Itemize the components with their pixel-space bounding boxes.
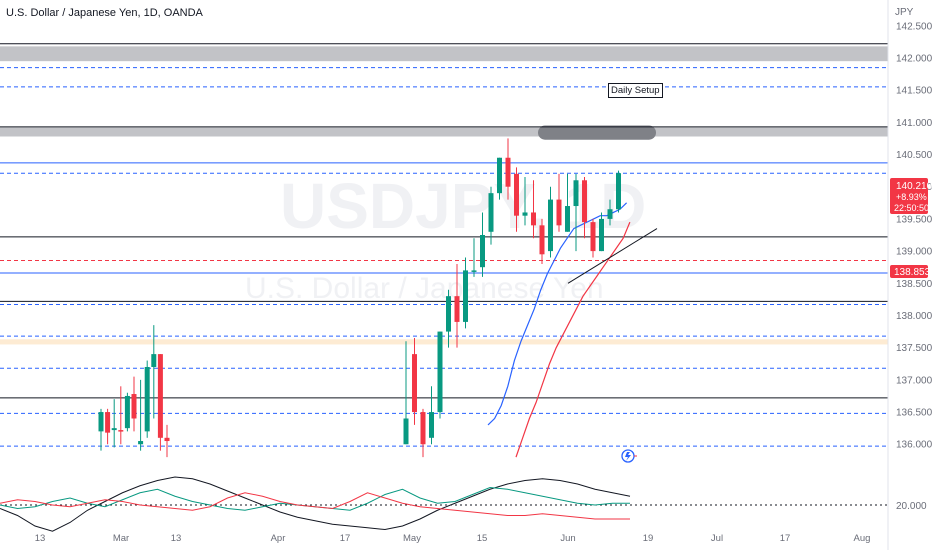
zone-2 xyxy=(0,339,888,345)
price-tick-0: 136.000 xyxy=(896,440,932,451)
price-tick-1: 136.500 xyxy=(896,408,932,419)
change-label: +8.93% xyxy=(896,192,927,202)
marked-level-label: 138.853 xyxy=(894,267,931,278)
moving-averages xyxy=(487,202,631,458)
price-tick-7: 139.500 xyxy=(896,214,932,225)
candle-body-1 xyxy=(105,412,111,433)
candle-body-2 xyxy=(111,428,117,431)
candle-body-19 xyxy=(471,270,477,272)
candle-body-15 xyxy=(437,331,443,413)
candle-body-35 xyxy=(607,209,613,219)
candle-body-22 xyxy=(497,157,502,194)
zones xyxy=(0,46,888,345)
candle-body-6 xyxy=(138,441,144,445)
price-tick-10: 141.000 xyxy=(896,118,932,129)
time-tick-3: Apr xyxy=(271,533,286,544)
candle-body-30 xyxy=(565,206,570,232)
price-tick-12: 142.000 xyxy=(896,53,932,64)
osc-line-2 xyxy=(0,492,630,520)
highlight-block xyxy=(538,125,656,140)
candle-body-27 xyxy=(539,225,545,255)
last-price-badge xyxy=(890,178,928,214)
last-price-label: 140.210 xyxy=(896,181,932,192)
ma-fast-line xyxy=(487,202,628,426)
candle-body-18 xyxy=(463,270,468,322)
osc-line-0 xyxy=(0,476,631,532)
time-axis[interactable]: 13 Mar 13 Apr 17 May 15 Jun 19 Jul 17 Aug xyxy=(35,533,871,544)
time-tick-1: Mar xyxy=(113,533,129,544)
price-tick-9: 140.500 xyxy=(896,150,932,161)
price-tick-4: 138.000 xyxy=(896,311,932,322)
candles xyxy=(98,138,621,458)
candle-body-34 xyxy=(599,218,604,252)
candle-body-20 xyxy=(480,235,485,268)
candle-body-23 xyxy=(505,157,511,187)
time-tick-5: May xyxy=(403,533,421,544)
oscillator-pane xyxy=(0,476,888,532)
candle-body-21 xyxy=(488,193,494,232)
candle-body-25 xyxy=(522,212,528,216)
candle-body-11 xyxy=(403,418,409,445)
candle-body-16 xyxy=(446,296,451,332)
price-badges: 140.210 +8.93% 22:50:50 138.853 20.000 xyxy=(890,178,932,512)
daily-setup-annotation[interactable]: Daily Setup xyxy=(608,83,663,98)
candle-body-9 xyxy=(157,354,163,438)
candle-body-17 xyxy=(454,296,460,322)
candle-body-36 xyxy=(616,173,621,210)
price-tick-6: 139.000 xyxy=(896,247,932,258)
candle-body-5 xyxy=(131,394,137,419)
symbol-title[interactable]: U.S. Dollar / Japanese Yen, 1D, OANDA xyxy=(6,7,203,19)
price-axis[interactable]: 136.000 136.500 137.000 137.500 138.000 138.5… xyxy=(887,0,932,550)
trendline xyxy=(567,228,658,284)
price-tick-11: 141.500 xyxy=(896,86,932,97)
watermark-description: U.S. Dollar / Japanese Yen xyxy=(245,272,604,305)
candle-body-29 xyxy=(556,199,562,226)
candle-body-13 xyxy=(420,412,426,445)
candle-body-24 xyxy=(514,173,519,216)
currency-label: JPY xyxy=(895,7,914,18)
countdown-label: 22:50:50 xyxy=(894,203,929,213)
zone-1 xyxy=(0,127,888,137)
time-tick-4: 17 xyxy=(340,533,351,544)
marked-level-badge xyxy=(890,265,928,278)
time-tick-10: 17 xyxy=(780,533,791,544)
alert-icon[interactable] xyxy=(621,449,637,463)
candle-body-10 xyxy=(164,437,170,442)
candle-body-33 xyxy=(590,222,596,252)
time-tick-2: 13 xyxy=(171,533,182,544)
ma-slow-line xyxy=(515,221,631,458)
candle-body-26 xyxy=(531,212,536,226)
candle-body-14 xyxy=(429,412,434,438)
candle-body-0 xyxy=(98,412,104,432)
time-tick-6: 15 xyxy=(477,533,488,544)
candle-body-4 xyxy=(124,395,130,429)
price-tick-3: 137.500 xyxy=(896,343,932,354)
price-tick-2: 137.000 xyxy=(896,375,932,386)
candle-body-8 xyxy=(151,354,157,367)
horizontal-levels[interactable] xyxy=(0,43,888,447)
time-tick-7: Jun xyxy=(560,533,575,544)
candle-body-32 xyxy=(582,180,587,223)
time-tick-11: Aug xyxy=(854,533,871,544)
osc-tick-label: 20.000 xyxy=(896,501,927,512)
time-tick-9: Jul xyxy=(711,533,723,544)
candle-body-12 xyxy=(412,354,417,413)
time-tick-8: 19 xyxy=(643,533,654,544)
candle-body-7 xyxy=(144,366,150,432)
price-tick-13: 142.500 xyxy=(896,21,932,32)
candle-body-28 xyxy=(548,199,553,252)
price-tick-5: 138.500 xyxy=(896,279,932,290)
candle-body-31 xyxy=(573,180,579,207)
zone-0 xyxy=(0,46,888,62)
trendlines[interactable] xyxy=(567,228,658,284)
time-tick-0: 13 xyxy=(35,533,46,544)
candle-body-3 xyxy=(118,430,124,432)
